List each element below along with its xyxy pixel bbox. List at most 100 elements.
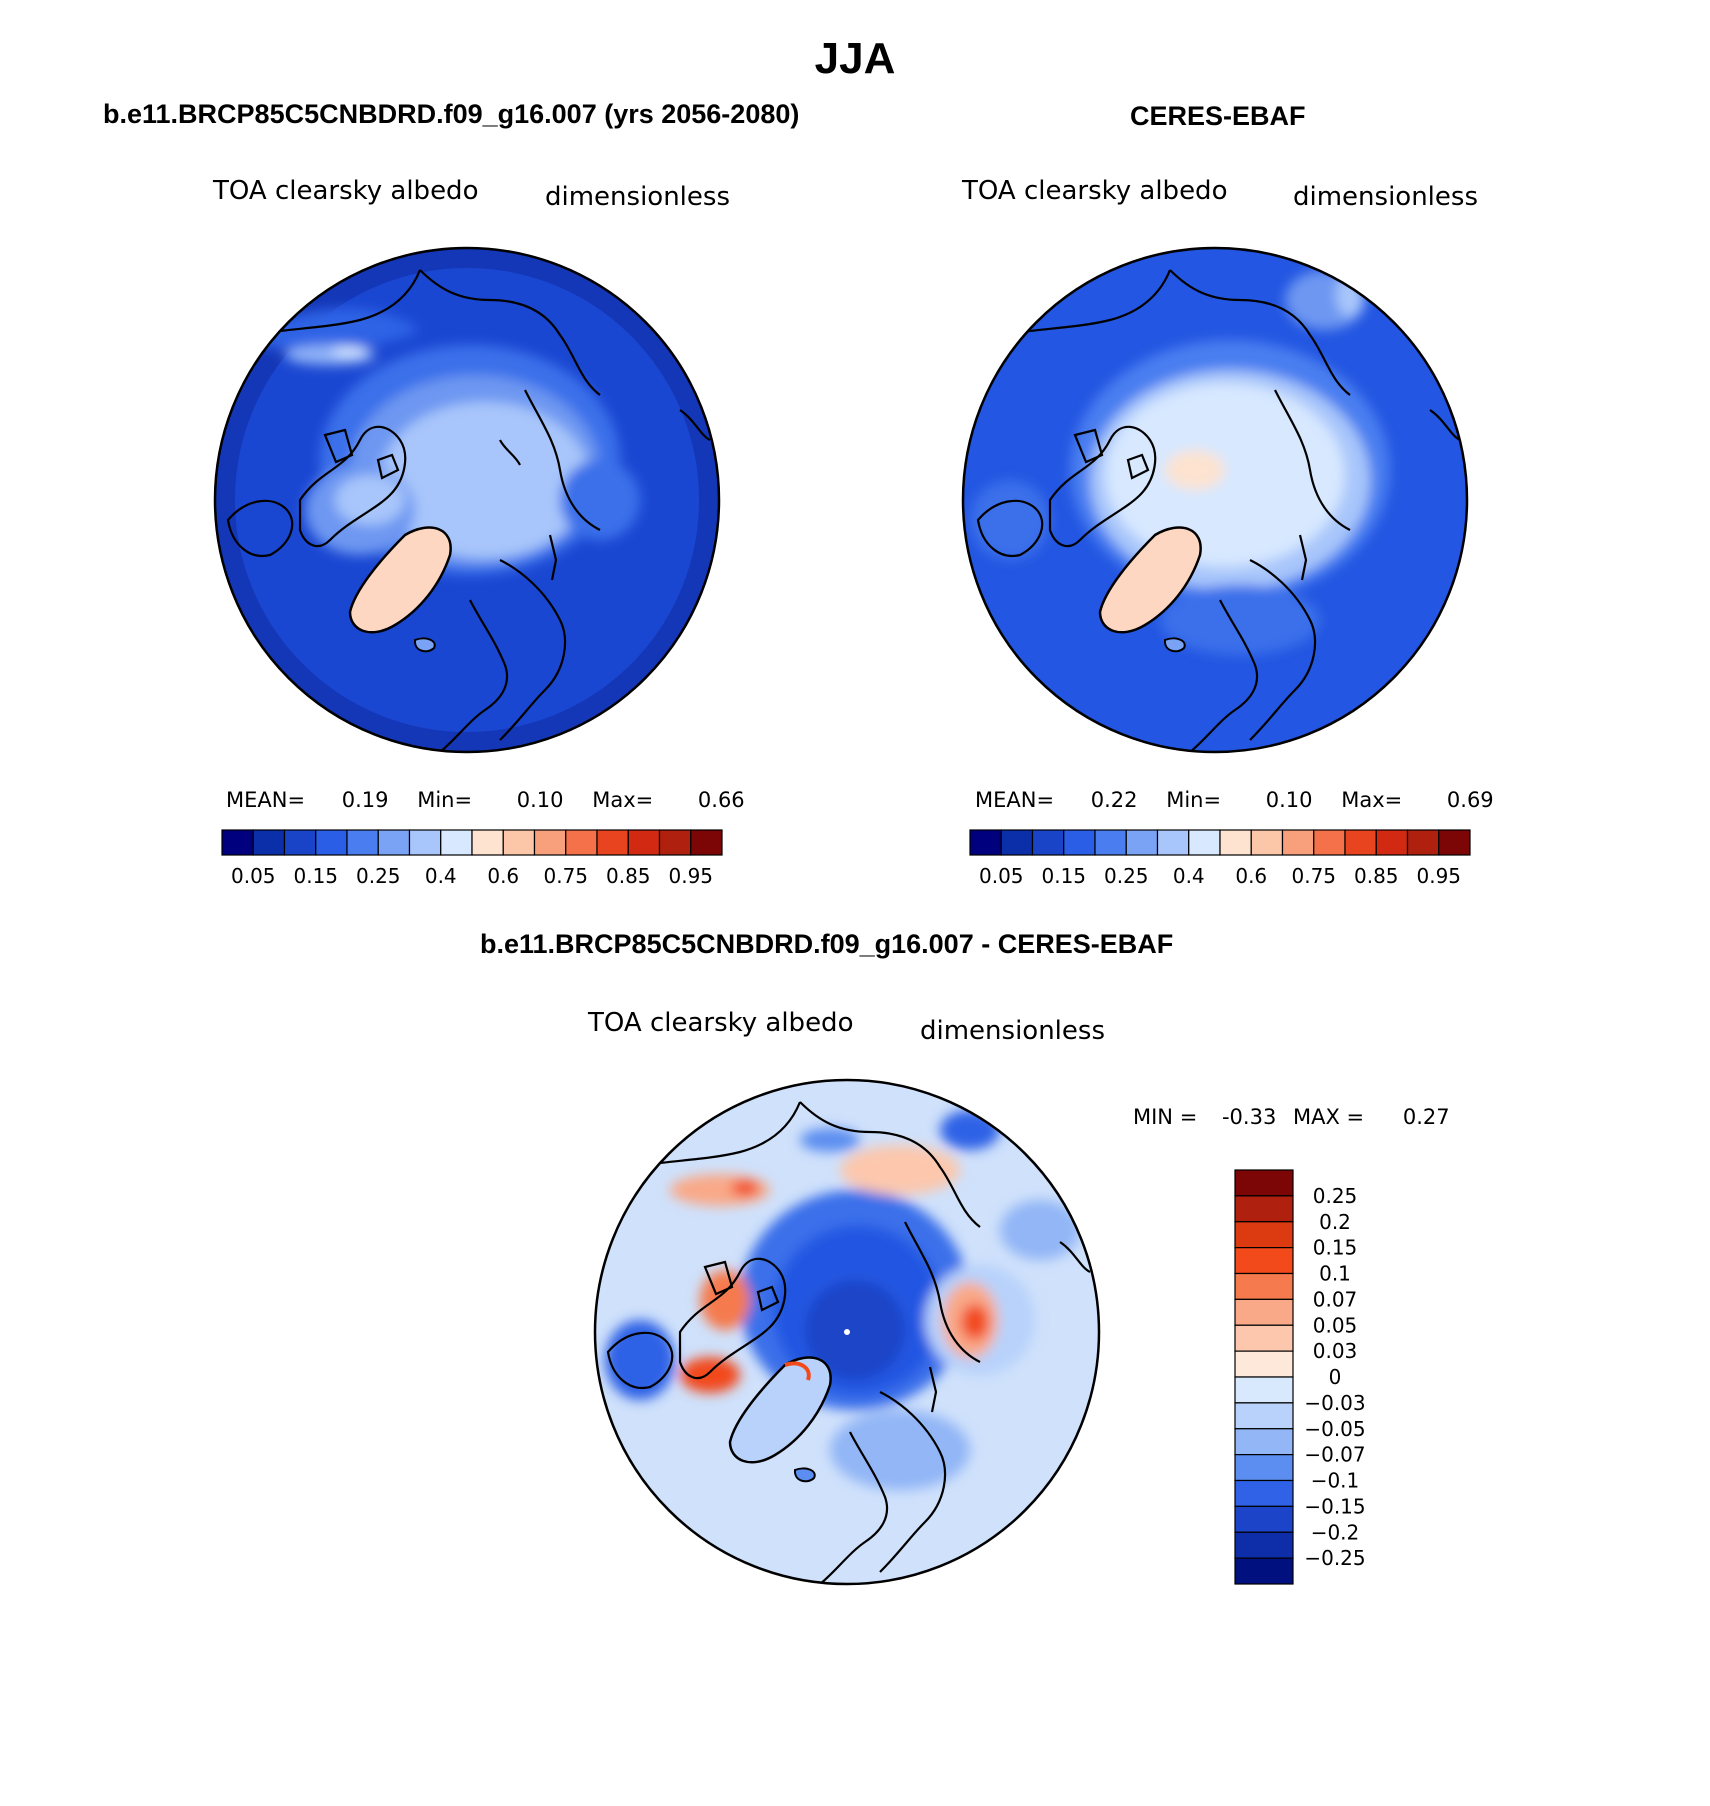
mean-value: 0.19 (341, 788, 389, 812)
panel-1-map (213, 246, 721, 754)
panel-2-colorbar-box (1438, 829, 1471, 856)
panel-1-colorbar-tick-label: 0.95 (668, 864, 713, 888)
diff-colorbar-box (1234, 1247, 1294, 1275)
diff-colorbar-box (1234, 1479, 1294, 1507)
panel-1-colorbar-box (596, 829, 629, 856)
panel-2-colorbar-box (1188, 829, 1221, 856)
panel-2-colorbar-box (1156, 829, 1190, 856)
pole-marker (844, 1329, 850, 1335)
page-title: JJA (814, 34, 896, 83)
panel-2-colorbar-box (1375, 829, 1409, 856)
diff-colorbar-tick-label: 0.03 (1313, 1339, 1358, 1363)
panel-1-colorbar-box (502, 829, 536, 856)
diff-colorbar-box (1234, 1531, 1294, 1559)
diff-colorbar-tick-label: 0.15 (1313, 1236, 1358, 1260)
panel-2-colorbar-box (1250, 829, 1284, 856)
diff-panel-title: b.e11.BRCP85C5CNBDRD.f09_g16.007 - CERES… (480, 929, 1174, 959)
min-value: 0.10 (1265, 788, 1313, 812)
diff-colorbar-box (1234, 1505, 1294, 1533)
panel-1-colorbar-box (283, 829, 317, 856)
panel-2-map (961, 246, 1469, 754)
panel-2-colorbar-box (1344, 829, 1377, 856)
panel-1-colorbar-tick-label: 0.15 (293, 864, 338, 888)
max-label: Max= (1341, 788, 1403, 812)
panel-1-colorbar-box (690, 829, 723, 856)
panel-2-colorbar-tick-label: 0.25 (1104, 864, 1149, 888)
panel-1-colorbar-box (627, 829, 661, 856)
panel-2-colorbar-tick-label: 0.4 (1173, 864, 1205, 888)
panel-2-colorbar-tick-label: 0.05 (979, 864, 1024, 888)
panel-2-colorbar-tick-label: 0.95 (1416, 864, 1461, 888)
panel-1-colorbar-box (408, 829, 442, 856)
min-label: MIN = (1133, 1105, 1198, 1129)
diff-panel-variable: TOA clearsky albedo (588, 1008, 854, 1038)
diff-colorbar-box (1234, 1428, 1294, 1456)
diff-colorbar-box (1234, 1298, 1294, 1326)
mean-value: 0.22 (1090, 788, 1138, 812)
diff-panel-units: dimensionless (920, 1016, 1105, 1046)
max-label: MAX = (1293, 1105, 1365, 1129)
panel-1-colorbar-box (533, 829, 567, 856)
panel-1-colorbar-box (658, 829, 692, 856)
min-label: Min= (1166, 788, 1222, 812)
max-value: 0.69 (1446, 788, 1494, 812)
max-label: Max= (592, 788, 654, 812)
diff-colorbar-tick-label: −0.1 (1311, 1469, 1360, 1493)
panel-1-variable: TOA clearsky albedo (213, 176, 479, 206)
mean-label: MEAN= (226, 788, 306, 812)
diff-minmax: MIN = -0.33 MAX = 0.27 (1133, 1105, 1450, 1129)
diff-colorbar-tick-label: 0.25 (1313, 1184, 1358, 1208)
diff-colorbar-box (1234, 1221, 1294, 1249)
max-value: 0.27 (1402, 1105, 1450, 1129)
diff-colorbar-box (1234, 1402, 1294, 1430)
panel-2-colorbar-tick-label: 0.85 (1354, 864, 1399, 888)
panel-1-units: dimensionless (545, 182, 730, 212)
panel-2-colorbar-box (1125, 829, 1159, 856)
diff-colorbar-tick-label: −0.07 (1304, 1443, 1365, 1467)
panel-2-variable: TOA clearsky albedo (962, 176, 1228, 206)
panel-2-title: CERES-EBAF (1130, 101, 1306, 131)
panel-1-colorbar-box (221, 829, 254, 856)
panel-1-colorbar-box (315, 829, 348, 856)
diff-colorbar-box (1234, 1272, 1294, 1300)
panel-2-colorbar-box (1063, 829, 1096, 856)
diff-colorbar-tick-label: 0.1 (1319, 1262, 1351, 1286)
panel-1-colorbar-tick-label: 0.25 (356, 864, 401, 888)
panel-1-colorbar-box (377, 829, 411, 856)
diff-colorbar-box (1234, 1557, 1294, 1585)
panel-2-colorbar-box (1000, 829, 1034, 856)
diff-colorbar: 0.250.20.150.10.070.050.030−0.03−0.05−0.… (1234, 1169, 1366, 1585)
panel-1-colorbar-box (440, 829, 473, 856)
diff-colorbar-tick-label: 0.2 (1319, 1210, 1351, 1234)
panel-2-colorbar-box (1313, 829, 1346, 856)
panel-1-colorbar-tick-label: 0.75 (543, 864, 588, 888)
panel-1-colorbar-tick-label: 0.6 (487, 864, 519, 888)
diff-colorbar-tick-label: 0 (1329, 1365, 1342, 1389)
diff-colorbar-tick-label: −0.2 (1311, 1520, 1360, 1544)
panel-2-colorbar-tick-label: 0.6 (1235, 864, 1267, 888)
panel-2-colorbar-box (1094, 829, 1127, 856)
diff-colorbar-tick-label: −0.25 (1304, 1546, 1365, 1570)
panel-2-colorbar-tick-label: 0.75 (1291, 864, 1336, 888)
diff-colorbar-box (1234, 1376, 1294, 1404)
diff-colorbar-box (1234, 1350, 1294, 1378)
panel-1-stats: MEAN= 0.19 Min= 0.10 Max= 0.66 (226, 788, 745, 812)
panel-1-colorbar-box (252, 829, 286, 856)
panel-2-colorbar-box (1031, 829, 1065, 856)
min-value: -0.33 (1221, 1105, 1277, 1129)
panel-2-stats: MEAN= 0.22 Min= 0.10 Max= 0.69 (975, 788, 1494, 812)
panel-1-colorbar-tick-label: 0.4 (425, 864, 457, 888)
panel-1-title: b.e11.BRCP85C5CNBDRD.f09_g16.007 (yrs 20… (103, 99, 800, 129)
panel-2-colorbar-box (1281, 829, 1315, 856)
diff-colorbar-tick-label: −0.15 (1304, 1494, 1365, 1518)
diff-colorbar-box (1234, 1195, 1294, 1223)
min-label: Min= (417, 788, 473, 812)
diff-colorbar-tick-label: 0.05 (1313, 1313, 1358, 1337)
panel-2-colorbar-box (969, 829, 1002, 856)
mean-label: MEAN= (975, 788, 1055, 812)
max-value: 0.66 (697, 788, 745, 812)
panel-1-colorbar: 0.05 0.15 0.25 0.4 0.6 0.75 0.85 0.95 (221, 829, 723, 888)
panel-2-units: dimensionless (1293, 182, 1478, 212)
min-value: 0.10 (516, 788, 564, 812)
panel-2-colorbar: 0.05 0.15 0.25 0.4 0.6 0.75 0.85 0.95 (969, 829, 1471, 888)
